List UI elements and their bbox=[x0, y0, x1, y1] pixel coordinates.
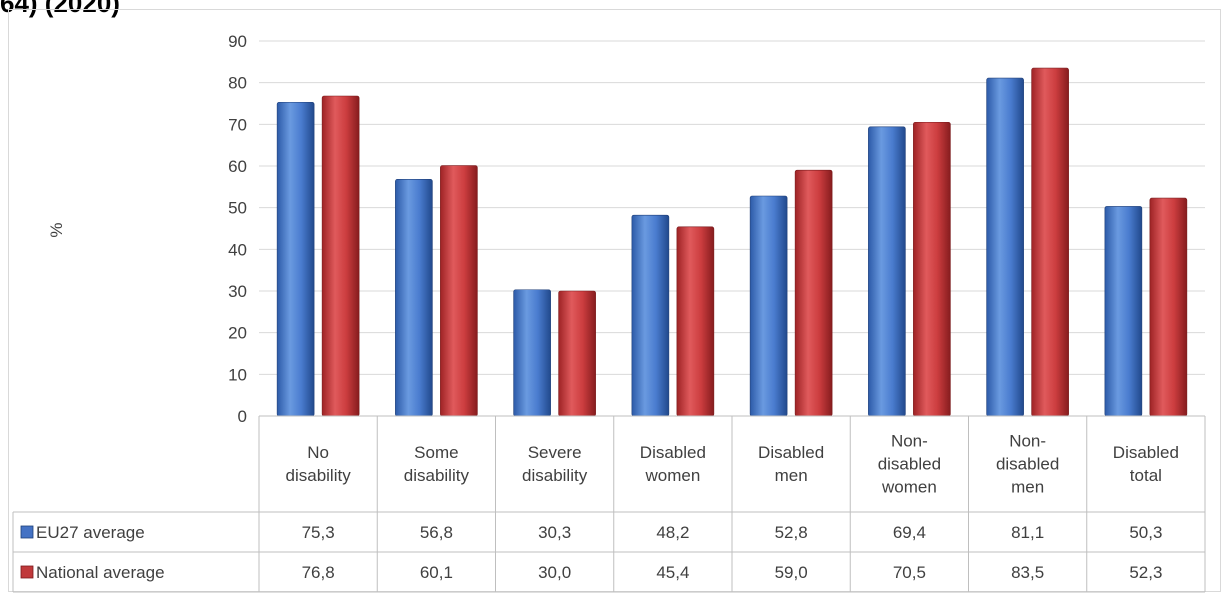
table-value: 76,8 bbox=[302, 563, 335, 582]
bar-national-7 bbox=[1149, 197, 1188, 417]
bar-national-2 bbox=[558, 290, 596, 417]
x-category-label: men bbox=[775, 466, 808, 485]
x-category-label: Disabled bbox=[1113, 443, 1179, 462]
x-category-label: disabled bbox=[996, 455, 1059, 474]
bar-national-5 bbox=[913, 121, 951, 417]
x-category-label: Disabled bbox=[758, 443, 824, 462]
x-category-label: men bbox=[1011, 478, 1044, 497]
legend-key-national bbox=[20, 565, 34, 579]
x-category-label: Disabled bbox=[640, 443, 706, 462]
x-category-label: disability bbox=[522, 466, 588, 485]
bar-eu27-3 bbox=[631, 214, 670, 417]
bar-national-6 bbox=[1031, 67, 1069, 417]
table-value: 70,5 bbox=[893, 563, 926, 582]
y-tick-label: 40 bbox=[228, 240, 247, 259]
y-tick-label: 70 bbox=[228, 115, 247, 134]
bar-eu27-1 bbox=[395, 179, 433, 417]
legend-label: EU27 average bbox=[36, 523, 145, 542]
table-value: 81,1 bbox=[1011, 523, 1044, 542]
table-value: 50,3 bbox=[1129, 523, 1162, 542]
bar-eu27-6 bbox=[986, 77, 1024, 417]
table-value: 30,0 bbox=[538, 563, 571, 582]
legend-key-eu27 bbox=[20, 525, 34, 539]
y-tick-label: 60 bbox=[228, 157, 247, 176]
x-category-label: Non- bbox=[891, 432, 928, 451]
table-value: 45,4 bbox=[656, 563, 689, 582]
legend-label: National average bbox=[36, 563, 165, 582]
table-value: 52,8 bbox=[775, 523, 808, 542]
x-category-label: disabled bbox=[878, 455, 941, 474]
x-category-label: No bbox=[307, 443, 329, 462]
bar-eu27-0 bbox=[276, 101, 315, 417]
x-category-label: disability bbox=[286, 466, 352, 485]
x-category-label: disability bbox=[404, 466, 470, 485]
bar-eu27-2 bbox=[513, 289, 551, 417]
table-value: 75,3 bbox=[302, 523, 335, 542]
table-value: 52,3 bbox=[1129, 563, 1162, 582]
table-value: 83,5 bbox=[1011, 563, 1044, 582]
bar-national-1 bbox=[440, 165, 478, 417]
y-tick-label: 30 bbox=[228, 282, 247, 301]
bar-eu27-7 bbox=[1104, 206, 1143, 417]
y-tick-label: 0 bbox=[238, 407, 247, 426]
bar-eu27-5 bbox=[868, 126, 906, 417]
table-value: 56,8 bbox=[420, 523, 453, 542]
y-tick-label: 50 bbox=[228, 199, 247, 218]
y-tick-label: 20 bbox=[228, 324, 247, 343]
table-value: 30,3 bbox=[538, 523, 571, 542]
x-category-label: Some bbox=[414, 443, 458, 462]
table-value: 48,2 bbox=[656, 523, 689, 542]
x-category-label: Severe bbox=[528, 443, 582, 462]
y-axis-label: % bbox=[47, 222, 66, 237]
x-category-label: Non- bbox=[1009, 432, 1046, 451]
table-value: 59,0 bbox=[775, 563, 808, 582]
y-tick-label: 90 bbox=[228, 32, 247, 51]
x-category-label: women bbox=[644, 466, 700, 485]
bar-national-3 bbox=[676, 226, 715, 417]
x-category-label: women bbox=[881, 478, 937, 497]
x-category-label: total bbox=[1130, 466, 1162, 485]
y-tick-label: 10 bbox=[228, 365, 247, 384]
bar-eu27-4 bbox=[749, 195, 788, 417]
table-value: 60,1 bbox=[420, 563, 453, 582]
table-value: 69,4 bbox=[893, 523, 926, 542]
bar-national-0 bbox=[321, 95, 360, 417]
bar-national-4 bbox=[794, 169, 833, 417]
y-tick-label: 80 bbox=[228, 74, 247, 93]
